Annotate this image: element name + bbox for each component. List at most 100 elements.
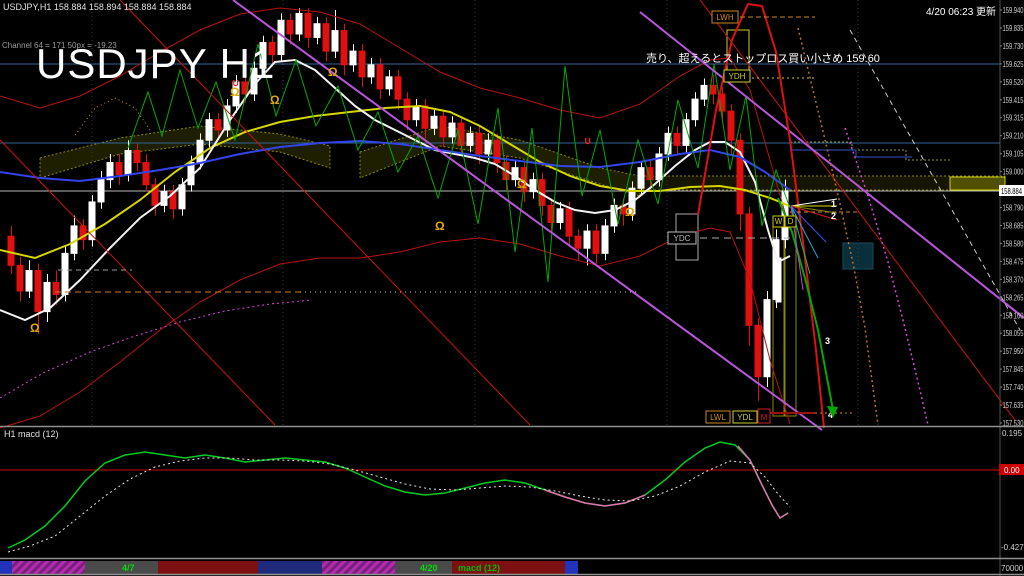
macd-pane: 0.195 0.00 -0.427 70000	[0, 429, 1024, 573]
omega-marker-icon: Ω	[270, 93, 280, 107]
cloud-step-right	[790, 141, 952, 161]
cup-marker-icon: ∪	[232, 78, 239, 89]
wave-number-label: 2	[831, 211, 836, 221]
candle-body	[358, 50, 366, 78]
macd-axis-bottom-label: -0.427	[1001, 543, 1024, 552]
candle-body	[43, 281, 51, 313]
level-label-text: YDL	[737, 413, 753, 422]
candle-body	[178, 184, 186, 210]
level-label-box	[732, 410, 758, 424]
candle-body	[322, 23, 330, 52]
channel-info-label: Channel 64 = 171 50px = -19.23	[2, 41, 117, 50]
dots-brown-right	[797, 27, 879, 426]
candle-body	[241, 81, 249, 95]
fan-ray-line	[790, 198, 838, 207]
candle-body	[124, 150, 132, 176]
candle-body	[259, 42, 267, 69]
level-label-box	[772, 215, 785, 228]
price-axis[interactable]: 159.940 159.835 159.730 159.625 159.520 159.4…	[999, 0, 1024, 576]
ichimoku-cloud-left	[39, 125, 331, 179]
price-axis-label: 159.105	[1003, 150, 1024, 159]
candle-body	[367, 64, 375, 78]
price-axis-label: 158.475	[1003, 257, 1024, 266]
wave-number-label: 1	[831, 199, 836, 209]
price-axis-label: 158.370	[1003, 275, 1024, 284]
price-axis-label: 158.055	[1003, 329, 1024, 338]
candle-body	[772, 239, 780, 301]
trend-red-right	[699, 0, 1016, 421]
candle-body	[16, 264, 24, 292]
macd-axis-top-label: 0.195	[1002, 429, 1023, 438]
candle-body	[34, 269, 42, 313]
candle-body	[232, 81, 240, 107]
indicator-overlays	[0, 0, 1024, 431]
pane-separators	[0, 425, 1024, 576]
price-axis-label: 159.835	[1003, 24, 1024, 33]
trade-note-annotation: 売り、超えるとストップロス買い小さめ 159.60	[646, 53, 880, 65]
candle-body	[547, 204, 555, 223]
candle-body	[754, 324, 762, 378]
candle-body	[637, 167, 645, 189]
session-bar-segment	[322, 561, 395, 574]
price-axis-label: 157.845	[1003, 365, 1024, 374]
session-bar-segment	[0, 561, 12, 574]
candle-body	[106, 162, 114, 181]
level-label-box	[784, 215, 797, 228]
candle-body	[142, 162, 150, 186]
session-bar-segment	[452, 561, 565, 574]
symbol-ohlc-readout: USDJPY,H1 158.884 158.894 158.884 158.88…	[3, 2, 192, 12]
candle-body	[286, 19, 294, 35]
level-label-text: YDH	[729, 72, 746, 81]
current-price-box	[999, 185, 1024, 196]
session-bar-segment	[12, 561, 85, 574]
level-label-box	[705, 410, 731, 424]
level-label-box	[757, 408, 771, 424]
level-label-text: YDC	[674, 234, 691, 243]
channel-violet-2	[639, 11, 1024, 319]
session-bar-segment	[395, 561, 452, 574]
update-timestamp: 4/20 06:23 更新	[926, 7, 997, 18]
band-lower-red	[0, 227, 791, 429]
candle-body	[97, 179, 105, 203]
level-label-box	[723, 69, 751, 83]
candle-body	[169, 191, 177, 210]
price-axis-label: 158.580	[1003, 239, 1024, 248]
price-axis-label: 159.000	[1003, 168, 1024, 177]
price-axis-label: 157.635	[1003, 401, 1024, 410]
price-axis-label: 158.685	[1003, 221, 1024, 230]
candle-body	[385, 76, 393, 90]
cup-marker-icon: ∪	[584, 136, 591, 147]
candle-body	[205, 119, 213, 141]
candle-body	[268, 42, 276, 56]
candle-body	[475, 132, 483, 155]
candle-body	[403, 98, 411, 121]
price-axis-label: 159.315	[1003, 114, 1024, 123]
candle-body	[349, 50, 357, 66]
price-axis-label: 158.160	[1003, 311, 1024, 320]
macd-current-text: 0.00	[1004, 466, 1020, 475]
price-axis-label: 159.210	[1003, 132, 1024, 141]
candle-body	[466, 132, 474, 146]
candle-body	[745, 213, 753, 326]
d-period-box	[784, 215, 797, 417]
dots-magenta-right	[844, 127, 929, 426]
candle-body	[151, 184, 159, 206]
candle-body	[448, 122, 456, 138]
macd-main-bear-2	[737, 445, 789, 520]
level-label-text: LWH	[716, 13, 733, 22]
candle-body	[331, 30, 339, 52]
macd-main-bear-1	[544, 489, 646, 507]
candle-body	[691, 98, 699, 121]
candle-body	[763, 299, 771, 378]
fan-ray-line	[790, 205, 827, 243]
level-label-box	[711, 10, 739, 24]
candle-body	[115, 162, 123, 176]
candle-body	[313, 23, 321, 38]
price-axis-label: 158.790	[1003, 204, 1024, 213]
omega-marker-icon: Ω	[435, 219, 445, 233]
session-bar-segment	[565, 561, 578, 574]
fan-ray-line	[790, 205, 838, 214]
